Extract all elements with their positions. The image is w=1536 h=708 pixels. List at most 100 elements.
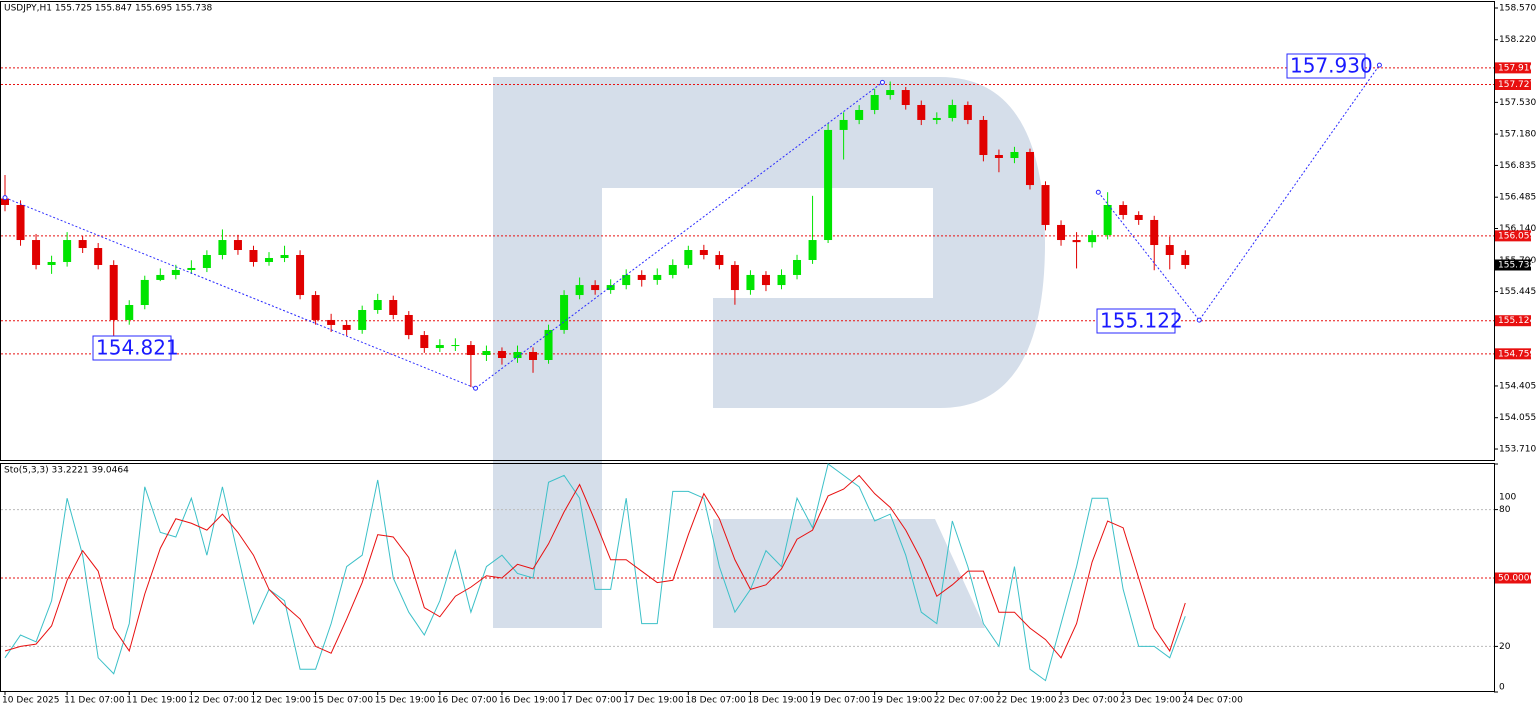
candle-body xyxy=(187,267,196,270)
trend-point xyxy=(879,79,885,85)
x-tick-label: 18 Dec 07:00 xyxy=(685,696,746,706)
candle-body xyxy=(32,240,41,265)
candle-body xyxy=(389,300,398,315)
y-tick-label: 153.710 xyxy=(1499,445,1536,455)
level-label-box xyxy=(1495,348,1531,360)
x-tick-label: 19 Dec 19:00 xyxy=(872,696,933,706)
candle-body xyxy=(1165,245,1174,256)
y-tick-label: 156.835 xyxy=(1499,161,1536,171)
candle-body xyxy=(668,264,677,275)
candle-body xyxy=(963,104,972,120)
y-tick-label: 157.530 xyxy=(1499,98,1536,108)
y2-tick-label: 50.0000 xyxy=(1498,574,1535,584)
y-tick-label: 157.180 xyxy=(1499,130,1536,140)
x-tick-label: 22 Dec 07:00 xyxy=(934,696,995,706)
level-label: 154.759 xyxy=(1498,349,1535,359)
x-tick-label: 19 Dec 07:00 xyxy=(810,696,871,706)
level-label-box xyxy=(1495,230,1531,242)
x-tick-label: 18 Dec 19:00 xyxy=(747,696,808,706)
level-label: 155.124 xyxy=(1498,316,1535,326)
candle-body xyxy=(497,351,506,359)
candle-body xyxy=(109,264,118,320)
candle-body xyxy=(1010,152,1019,158)
candle-body xyxy=(1057,224,1066,241)
x-tick-label: 23 Dec 07:00 xyxy=(1058,696,1119,706)
trend-point xyxy=(1196,317,1202,323)
logo-leg xyxy=(713,519,985,628)
candle-body xyxy=(870,95,879,110)
y2-tick-label: 100 xyxy=(1499,493,1516,503)
y-tick-label: 158.570 xyxy=(1499,3,1536,13)
trend-line xyxy=(1097,64,1380,321)
candle-body xyxy=(1134,214,1143,220)
indicator-title: Sto(5,3,3) 33.2221 39.0464 xyxy=(4,466,129,476)
candle-body xyxy=(451,345,460,347)
candle-body xyxy=(637,274,646,280)
y2-tick-label: 20 xyxy=(1499,642,1511,652)
candle-body xyxy=(47,261,56,265)
candle-body xyxy=(63,240,72,262)
x-tick-label: 23 Dec 19:00 xyxy=(1120,696,1181,706)
candle-body xyxy=(202,255,211,268)
candle-body xyxy=(358,309,367,330)
annotation-box xyxy=(1286,53,1366,79)
logo-bowl xyxy=(602,77,1045,408)
chart-title: USDJPY,H1 155.725 155.847 155.695 155.73… xyxy=(4,4,213,14)
candle-body xyxy=(684,250,693,265)
candle-body xyxy=(466,345,475,356)
candle-body xyxy=(404,314,413,336)
level-label-box xyxy=(1495,62,1531,74)
candle-body xyxy=(932,117,941,120)
candle-body xyxy=(1025,152,1034,186)
candle-body xyxy=(140,279,149,306)
candle-body xyxy=(855,109,864,120)
trend-point xyxy=(1376,62,1382,68)
candle-body xyxy=(979,119,988,155)
candle-body xyxy=(435,345,444,349)
candle-body xyxy=(94,248,103,265)
candle-body xyxy=(591,285,600,291)
x-tick-label: 12 Dec 07:00 xyxy=(188,696,249,706)
annotation-label: 154.821 xyxy=(96,336,179,360)
candle-body xyxy=(994,154,1003,158)
candle-body xyxy=(839,119,848,130)
candle-body xyxy=(699,250,708,256)
candle-body xyxy=(622,274,631,286)
trend-point xyxy=(473,385,479,391)
candle-body xyxy=(1150,219,1159,246)
y-tick-label: 156.140 xyxy=(1499,224,1536,234)
level-label-box xyxy=(1495,78,1531,90)
candle-body xyxy=(746,274,755,291)
candle-body xyxy=(171,269,180,275)
candle-body xyxy=(1041,185,1050,225)
y2-label-box xyxy=(1495,572,1531,584)
candle-body xyxy=(311,295,320,320)
current-price-box xyxy=(1495,259,1531,271)
candle-body xyxy=(482,351,491,356)
candle-body xyxy=(886,90,895,96)
candle-body xyxy=(327,319,336,325)
annotation-label: 157.930 xyxy=(1290,54,1373,78)
candle-body xyxy=(265,257,274,262)
candle-body xyxy=(1072,240,1081,243)
candle-body xyxy=(575,285,584,296)
candle-body xyxy=(420,335,429,349)
price-panel xyxy=(0,1,1495,461)
candle-body xyxy=(233,240,242,251)
candle-body xyxy=(1103,205,1112,236)
x-tick-label: 17 Dec 07:00 xyxy=(561,696,622,706)
level-label: 157.727 xyxy=(1498,80,1535,90)
candle-body xyxy=(917,104,926,120)
x-tick-label: 15 Dec 07:00 xyxy=(313,696,374,706)
candle-body xyxy=(513,352,522,359)
candle-body xyxy=(373,300,382,310)
y2-tick-label: 80 xyxy=(1499,505,1511,515)
candle-body xyxy=(342,324,351,330)
candle-body xyxy=(16,205,25,241)
candle-body xyxy=(761,274,770,286)
candle-body xyxy=(249,250,258,262)
candle-body xyxy=(78,240,87,249)
y-tick-label: 155.445 xyxy=(1499,287,1536,297)
trend-point xyxy=(1095,189,1101,195)
candle-body xyxy=(948,104,957,118)
